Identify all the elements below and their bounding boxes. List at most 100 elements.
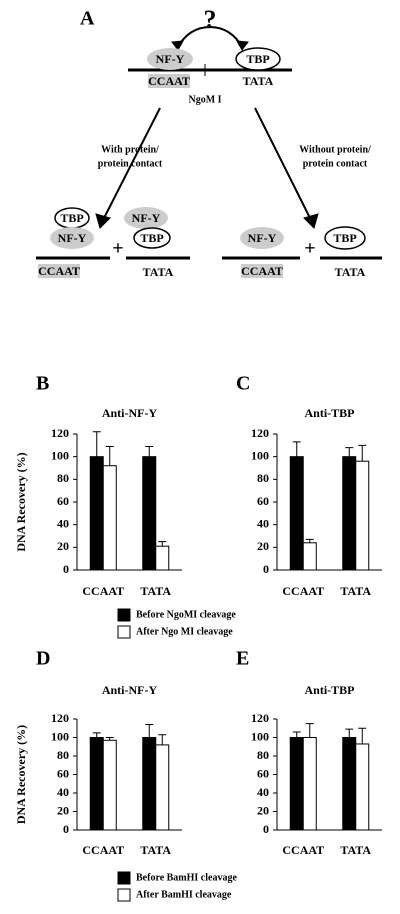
panel-letter: D [36,648,50,670]
y-tick-label: 100 [251,448,269,462]
arrowhead [303,213,319,229]
y-tick-label: 120 [51,711,69,725]
x-tick-label: TATA [140,843,171,857]
tbp [133,227,171,249]
bar [89,456,104,571]
y-tick-label: 40 [257,785,269,799]
y-tick-label: 80 [57,748,69,762]
panel-letter: C [236,373,250,395]
y-tick-label: 120 [251,426,269,440]
label: TBP [140,231,163,245]
y-tick-label: 0 [263,562,269,576]
label: With protein/ [101,144,159,155]
bar [142,737,157,831]
panel-a-text: A ? NF-Y TBP CCAAT TATA NgoM I With prot… [38,5,371,279]
bar [155,744,170,831]
label: TATA [335,265,366,279]
label: NF-Y [132,211,161,225]
legend-swatch [117,625,131,639]
label: + [112,238,123,260]
y-tick-label: 20 [57,539,69,553]
label: TATA [143,265,174,279]
chart-title: Anti-NF-Y [102,406,158,420]
label: TATA [243,74,274,88]
y-tick-label: 40 [57,785,69,799]
chart-title: Anti-TBP [304,406,354,420]
label: CCAAT [241,264,283,278]
box [241,264,283,278]
y-axis-label: DNA Recovery (%) [14,452,28,551]
error-bar [105,737,114,741]
bar [302,737,317,831]
label: TBP [246,52,269,66]
y-tick-label: 100 [51,448,69,462]
error-bar [345,447,354,457]
label: NF-Y [248,231,277,245]
panel-letter: E [236,648,249,670]
nfy [240,227,284,249]
error-bar [305,538,314,543]
y-tick-label: 0 [63,822,69,836]
bar [342,456,357,571]
legend-label: Before BamHI cleavage [136,872,237,883]
label: protein contact [303,158,368,169]
bar [302,542,317,571]
x-tick-label: CCAAT [82,843,124,857]
label: CCAAT [148,74,190,88]
y-axis-label: DNA Recovery (%) [14,725,28,824]
bar [102,739,117,831]
legend-label: After BamHI cleavage [136,889,232,900]
legend-label: Before NgoMI cleavage [136,609,236,620]
label: NF-Y [58,231,87,245]
bar [289,456,304,571]
chart-title: Anti-TBP [304,683,354,697]
x-tick-label: CCAAT [282,584,324,598]
error-bar [92,732,101,738]
error-bar [345,728,354,738]
nfy [124,207,168,229]
box [148,74,190,88]
question: ? [204,5,217,34]
panel-a [36,26,382,278]
y-tick-label: 60 [257,494,269,508]
nfy [147,48,193,70]
y-tick-label: 80 [57,471,69,485]
error-bar [158,734,167,745]
y-tick-label: 20 [257,803,269,817]
y-tick-label: 60 [257,766,269,780]
chart-title: Anti-NF-Y [102,683,158,697]
arrowhead [95,213,111,229]
bar [342,737,357,831]
arrowheads [171,40,249,51]
x-tick-label: TATA [140,584,171,598]
label: Without protein/ [299,144,371,155]
legend-swatch [117,871,131,885]
y-tick-label: 100 [251,729,269,743]
y-tick-label: 100 [51,729,69,743]
legend-label: After Ngo MI cleavage [136,626,233,637]
panel-letter: A [80,8,95,30]
error-bar [292,731,301,738]
error-bar [145,724,154,738]
label: TBP [60,211,83,225]
y-tick-label: 0 [263,822,269,836]
y-tick-label: 80 [257,471,269,485]
tbp [324,226,366,250]
bar [355,743,370,831]
box [38,264,80,278]
y-tick-label: 60 [57,766,69,780]
y-tick-label: 80 [257,748,269,762]
legend-swatch [117,888,131,902]
error-bar [92,431,101,457]
label: NF-Y [156,52,185,66]
label: NgoM I [188,94,221,105]
x-tick-label: CCAAT [82,584,124,598]
arrow [177,26,243,49]
label: CCAAT [38,264,80,278]
error-bar [292,441,301,457]
error-bar [358,444,367,462]
bar [289,737,304,831]
y-tick-label: 0 [63,562,69,576]
error-bar [158,541,167,547]
